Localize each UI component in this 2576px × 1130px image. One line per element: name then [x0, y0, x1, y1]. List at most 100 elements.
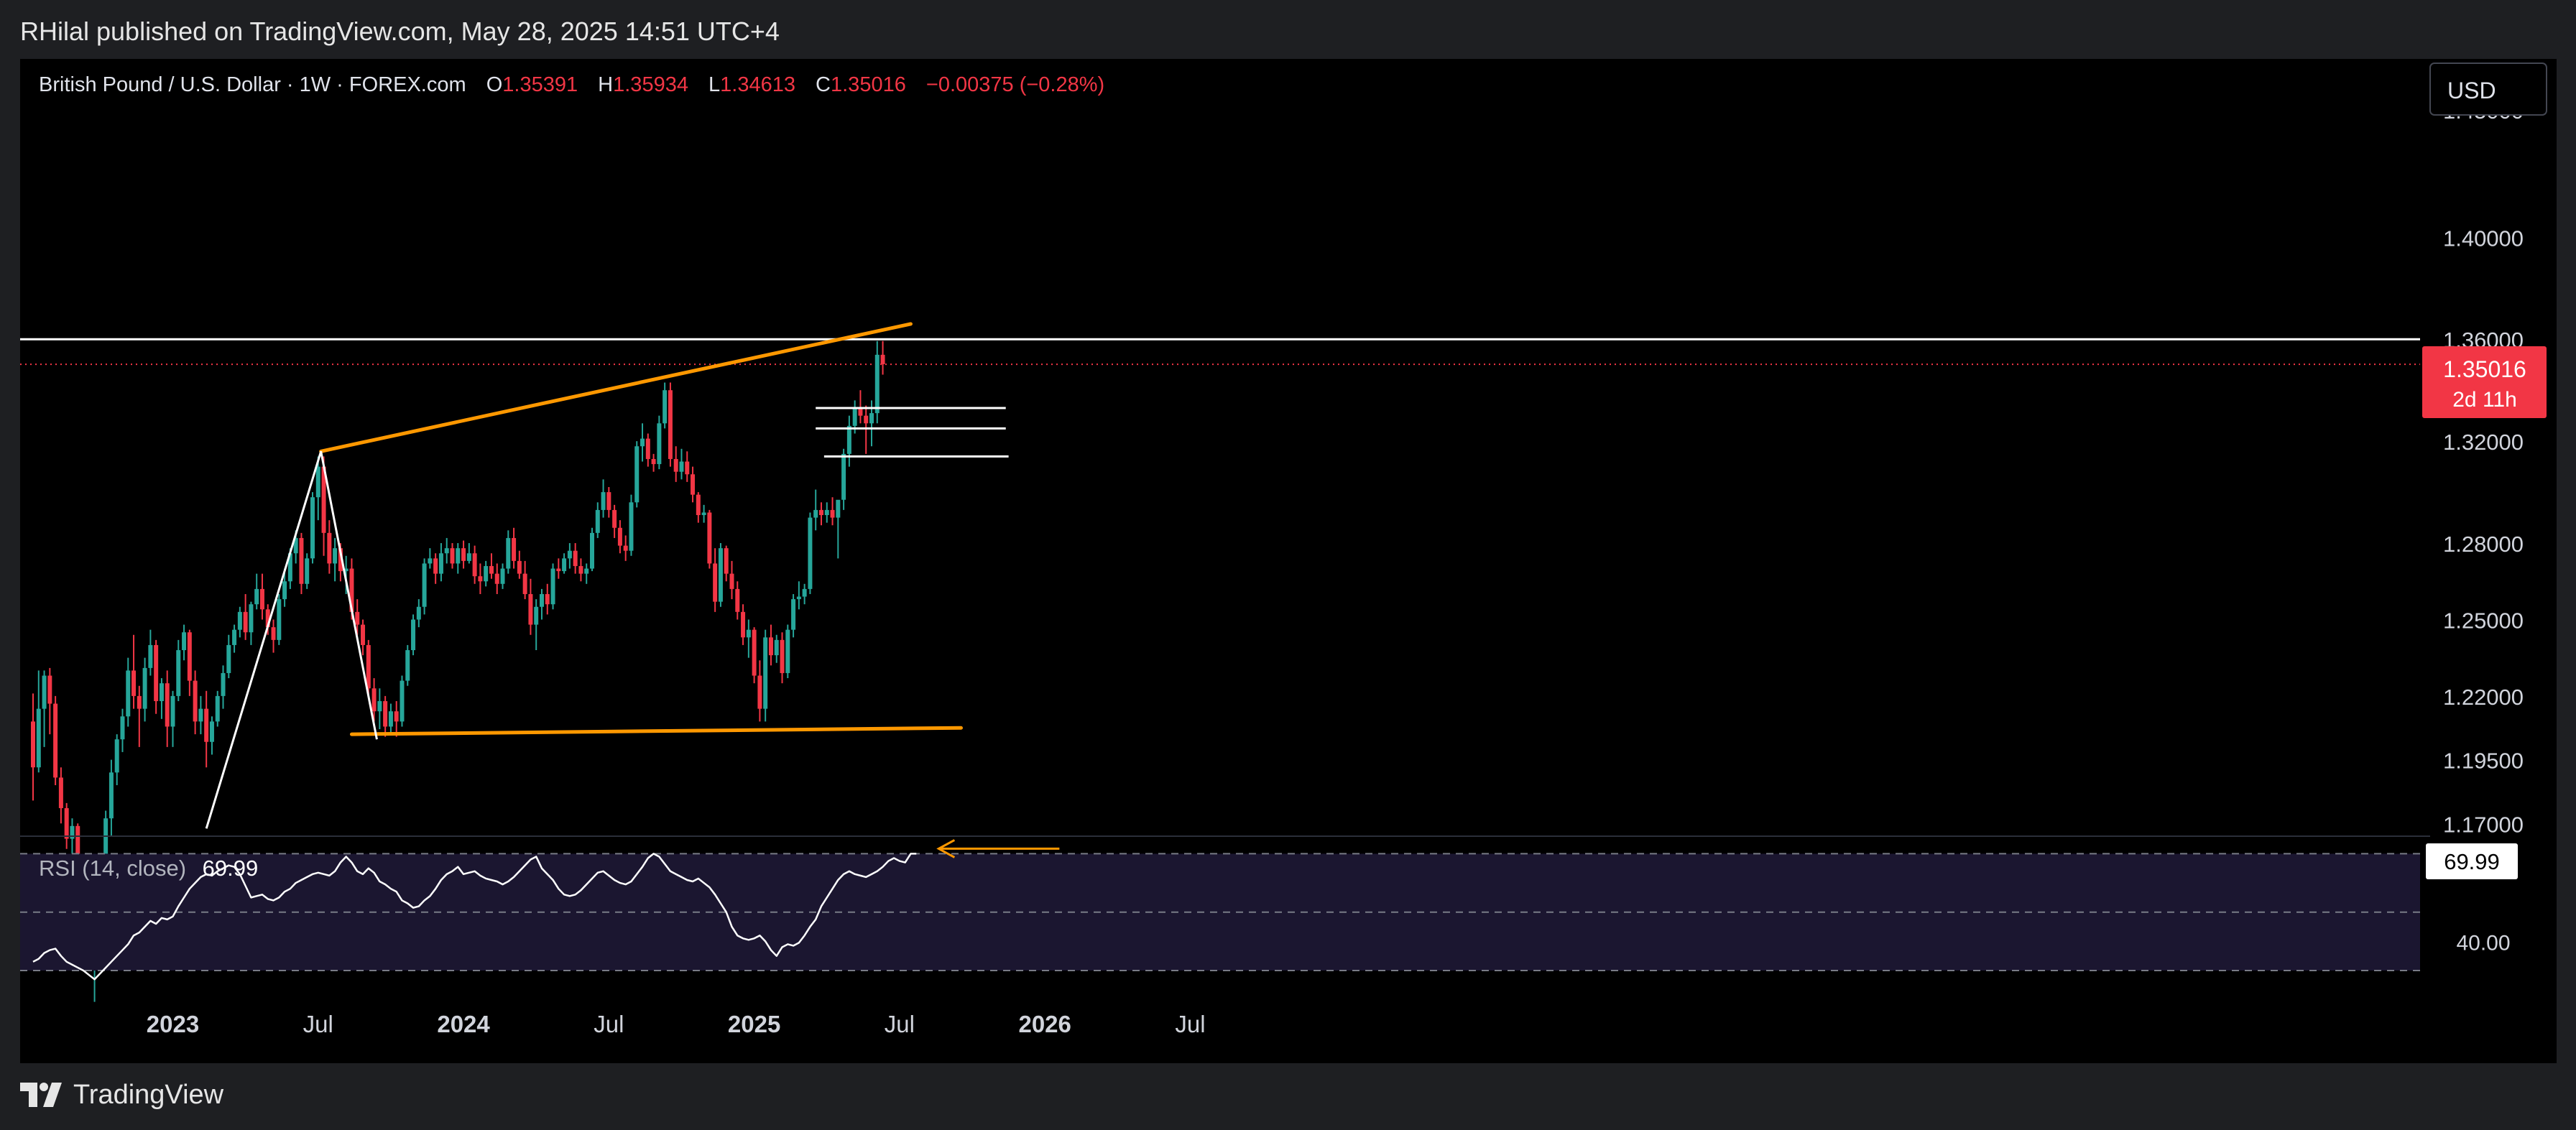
candle — [64, 802, 69, 849]
candle — [841, 448, 846, 510]
candle — [741, 604, 746, 645]
candle — [215, 690, 220, 727]
chart-svg[interactable]: 40.001.450001.400001.360001.320001.28000… — [20, 59, 2557, 1063]
price-axis-tick: 1.32000 — [2443, 430, 2524, 455]
candle-body — [841, 453, 846, 500]
legend-high-label: H — [598, 73, 613, 96]
candle-body — [126, 670, 131, 717]
candle — [36, 670, 41, 773]
candle-body — [830, 509, 835, 518]
candle — [713, 548, 718, 612]
candle — [668, 382, 673, 467]
candle — [791, 593, 796, 638]
candle-body — [394, 711, 399, 722]
price-axis-tick: 1.28000 — [2443, 532, 2524, 557]
candle — [528, 578, 533, 635]
candle-body — [852, 408, 857, 426]
tradingview-logo-icon — [20, 1083, 62, 1107]
candle — [361, 619, 366, 656]
candle — [657, 415, 662, 470]
candle — [746, 619, 751, 658]
candle-body — [500, 568, 505, 584]
rsi-line — [32, 853, 917, 981]
candle — [545, 583, 550, 615]
candle — [645, 433, 650, 467]
candle-body — [696, 494, 701, 516]
candle-body — [746, 629, 751, 638]
time-axis-tick: Jul — [885, 1011, 915, 1037]
candle — [663, 382, 668, 429]
candle — [148, 629, 153, 676]
rsi-legend-label: RSI (14, close) — [39, 856, 186, 881]
candle-body — [299, 537, 304, 584]
candle-body — [640, 438, 645, 447]
candle — [405, 644, 410, 686]
candle — [691, 466, 696, 503]
rsi-arrow-head[interactable] — [936, 839, 956, 858]
candle-body — [634, 446, 640, 503]
candle — [640, 423, 645, 462]
candle — [534, 599, 539, 651]
candle-body — [846, 425, 851, 454]
zigzag-path[interactable] — [205, 450, 378, 829]
candle — [315, 456, 320, 521]
legend-low-label: L — [708, 73, 720, 96]
candle-body — [796, 596, 801, 600]
candle-body — [333, 548, 338, 564]
candle-body — [165, 683, 170, 727]
candle — [154, 639, 159, 714]
candle-body — [522, 573, 527, 594]
currency-button[interactable]: USD — [2429, 62, 2547, 116]
svg-text:RSI (14, close) 69.99: RSI (14, close) 69.99 — [39, 856, 258, 881]
candle — [226, 634, 231, 679]
candle-body — [785, 629, 790, 673]
candle-body — [193, 680, 198, 722]
candle-body — [539, 593, 544, 607]
candle-body — [428, 558, 433, 564]
candle-body — [489, 565, 494, 574]
candle — [539, 588, 544, 620]
rsi-band-fill — [20, 853, 2420, 971]
candle — [142, 657, 147, 722]
legend-close-label: C — [816, 73, 831, 96]
support-trendline[interactable] — [349, 726, 963, 736]
candle-body — [651, 458, 656, 465]
chart-legend: British Pound / U.S. Dollar · 1W · FOREX… — [39, 73, 1104, 96]
price-axis-tick: 1.19500 — [2443, 749, 2524, 774]
candle-body — [573, 550, 578, 566]
candle — [573, 543, 578, 574]
candle — [444, 537, 449, 564]
candle-body — [305, 558, 310, 584]
candle-body — [466, 553, 471, 561]
candle — [796, 581, 801, 610]
candle-body — [349, 568, 354, 612]
resistance-trendline[interactable] — [319, 322, 913, 453]
candle-body — [506, 537, 511, 569]
candle — [651, 453, 656, 472]
candle-body — [31, 721, 35, 768]
candle-body — [668, 390, 673, 459]
candle-body — [478, 576, 483, 582]
candle-body — [42, 675, 47, 709]
candle-body — [874, 354, 880, 414]
candle-body — [494, 573, 499, 584]
candle — [830, 497, 835, 526]
candle — [500, 563, 505, 589]
candle-body — [685, 461, 690, 475]
candle-body — [282, 581, 287, 600]
footer-brand-label: TradingView — [73, 1079, 224, 1110]
price-axis-tick: 1.22000 — [2443, 685, 2524, 710]
rsi-value-tag: 69.99 — [2426, 843, 2518, 879]
candle-body — [131, 670, 137, 696]
candle — [846, 415, 851, 467]
candle-body — [763, 637, 768, 709]
candle-body — [880, 354, 885, 364]
candle-body — [472, 553, 477, 577]
candle-body — [673, 458, 678, 472]
candle — [735, 581, 740, 620]
candle — [428, 548, 433, 569]
candle-body — [243, 611, 248, 633]
candle-body — [383, 700, 388, 727]
candle-body — [774, 639, 779, 656]
candle — [679, 448, 684, 480]
